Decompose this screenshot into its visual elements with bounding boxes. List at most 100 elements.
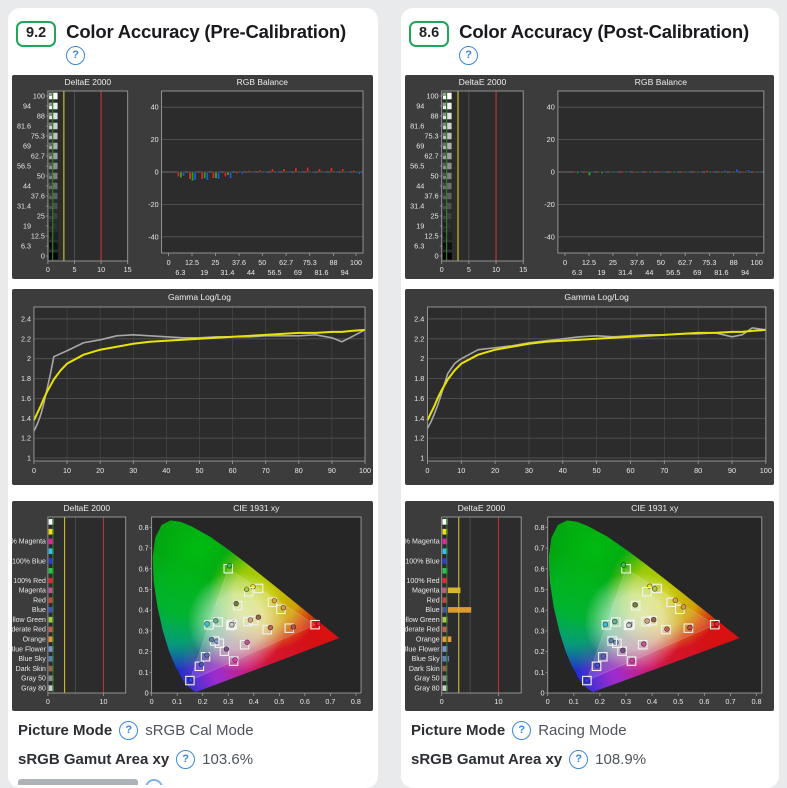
svg-text:Orange: Orange: [23, 637, 46, 644]
svg-text:Moderate Red: Moderate Red: [12, 627, 46, 634]
svg-text:88: 88: [730, 258, 738, 267]
svg-text:2.2: 2.2: [414, 334, 424, 343]
svg-text:DeltaE 2000: DeltaE 2000: [65, 77, 112, 87]
svg-text:1.4: 1.4: [21, 414, 31, 423]
picture-mode-label: Picture Mode: [411, 722, 506, 740]
svg-text:Magenta: Magenta: [19, 588, 46, 595]
svg-text:0.1: 0.1: [172, 697, 182, 706]
svg-text:60: 60: [229, 466, 237, 475]
svg-text:Gray 50: Gray 50: [21, 676, 46, 683]
score-badge: 9.2: [16, 21, 57, 47]
svg-text:100: 100: [350, 258, 362, 267]
picture-mode-value: Racing Mode: [538, 722, 627, 740]
svg-text:37.6: 37.6: [630, 258, 644, 267]
svg-text:19: 19: [23, 222, 31, 231]
svg-text:10: 10: [457, 466, 465, 475]
svg-text:62.7: 62.7: [31, 152, 45, 161]
svg-text:100% Red: 100% Red: [13, 578, 46, 585]
svg-text:62.7: 62.7: [279, 258, 293, 267]
svg-text:5: 5: [72, 265, 76, 274]
help-icon[interactable]: ?: [569, 750, 589, 770]
help-icon[interactable]: ?: [459, 46, 479, 66]
clipped-label: [18, 779, 138, 786]
svg-text:Gray 50: Gray 50: [414, 676, 439, 683]
svg-text:50: 50: [258, 258, 266, 267]
picture-mode-label: Picture Mode: [18, 722, 113, 740]
svg-text:0.6: 0.6: [534, 564, 544, 573]
svg-text:10: 10: [99, 697, 107, 706]
help-icon[interactable]: ?: [512, 721, 532, 741]
svg-text:0: 0: [551, 168, 555, 177]
svg-text:CIE 1931 xy: CIE 1931 xy: [631, 503, 679, 513]
svg-text:37.6: 37.6: [424, 192, 438, 201]
svg-text:0.3: 0.3: [139, 626, 149, 635]
svg-text:1.6: 1.6: [414, 394, 424, 403]
svg-text:0.4: 0.4: [534, 606, 544, 615]
section-title: Color Accuracy (Post-Calibration): [459, 21, 749, 42]
svg-text:62.7: 62.7: [678, 258, 692, 267]
svg-text:30: 30: [525, 466, 533, 475]
svg-text:88: 88: [37, 112, 45, 121]
srgb-gamut-label: sRGB Gamut Area xy: [18, 751, 170, 769]
svg-text:0.1: 0.1: [569, 697, 579, 706]
svg-text:50: 50: [37, 172, 45, 181]
help-icon[interactable]: ?: [66, 46, 86, 66]
svg-text:Blue Flower: Blue Flower: [12, 646, 47, 653]
svg-text:0.4: 0.4: [139, 606, 149, 615]
svg-text:15: 15: [519, 265, 527, 274]
svg-text:0.4: 0.4: [249, 697, 259, 706]
deltae-grayscale-and-rgb-balance-svg: DeltaE 2000100948881.675.36962.756.55044…: [17, 77, 364, 277]
svg-text:-20: -20: [544, 200, 555, 209]
gamma-panel[interactable]: Gamma Log/Log 1 1.2 1.4 1.6 1.8 2 2.2 2.4 0 10 20 30…: [405, 289, 774, 486]
svg-text:19: 19: [416, 222, 424, 231]
svg-text:44: 44: [247, 268, 255, 277]
deltae-rgb-balance-panel[interactable]: DeltaE 2000 100 94 88 81.6 75.3 69 62.7 56.5 50 44…: [405, 75, 774, 280]
svg-text:31.4: 31.4: [410, 202, 424, 211]
svg-text:Red: Red: [427, 598, 440, 605]
svg-text:0.3: 0.3: [534, 627, 544, 636]
picture-mode-row: Picture Mode ? sRGB Cal Mode: [18, 721, 368, 741]
deltae-rgb-balance-panel[interactable]: DeltaE 2000 100 94 88 81.6 75.3 69 62.7 56.5 50 44…: [12, 75, 373, 280]
svg-text:12.5: 12.5: [31, 232, 45, 241]
svg-text:75.3: 75.3: [424, 132, 438, 141]
svg-text:1.6: 1.6: [21, 394, 31, 403]
svg-text:DeltaE 2000: DeltaE 2000: [459, 77, 507, 87]
svg-text:RGB Balance: RGB Balance: [237, 77, 289, 87]
svg-text:Moderate Red: Moderate Red: [405, 627, 440, 634]
gamma-panel[interactable]: Gamma Log/Log 1 1.2 1.4 1.6 1.8 2 2.2 2.4 0 10 20 30…: [12, 289, 373, 486]
svg-text:90: 90: [328, 466, 336, 475]
svg-text:Magenta: Magenta: [412, 588, 440, 595]
svg-text:Blue Sky: Blue Sky: [412, 656, 441, 663]
gamma-chart-svg: Gamma Log/Log 1 1.2 1.4 1.6 1.8 2 2.2 2.4 0 10 20 30…: [414, 292, 772, 475]
help-icon[interactable]: ?: [119, 721, 139, 741]
svg-text:0: 0: [440, 697, 444, 706]
color-deltae-cie-panel[interactable]: DeltaE 2000 100% Magenta 100% Blue 100% Red…: [12, 501, 373, 712]
svg-text:1.2: 1.2: [414, 434, 424, 443]
srgb-gamut-value: 108.9%: [595, 751, 647, 769]
svg-text:Dark Skin: Dark Skin: [16, 666, 46, 673]
score-badge: 8.6: [409, 21, 450, 47]
color-deltae-cie-panel[interactable]: DeltaE 2000 100% Magenta 100% Blue 100% Red…: [405, 501, 774, 712]
color-deltae-and-cie-svg: DeltaE 2000 100% Magenta 100% Blue 100% Red…: [405, 503, 763, 706]
svg-text:75.3: 75.3: [702, 258, 716, 267]
svg-text:2: 2: [27, 354, 31, 363]
svg-text:CIE 1931 xy: CIE 1931 xy: [233, 503, 280, 513]
svg-text:37.6: 37.6: [232, 258, 246, 267]
help-icon[interactable]: ?: [176, 750, 196, 770]
svg-text:10: 10: [63, 466, 71, 475]
svg-text:-40: -40: [544, 232, 555, 241]
deltae-grayscale-and-rgb-balance-svg: DeltaE 2000100948881.675.36962.756.55044…: [410, 77, 765, 277]
svg-text:0.3: 0.3: [621, 697, 631, 706]
section-header: 8.6 Color Accuracy (Post-Calibration) ?: [401, 8, 779, 69]
svg-text:0.1: 0.1: [534, 668, 544, 677]
svg-text:10: 10: [97, 265, 105, 274]
svg-text:Blue Flower: Blue Flower: [405, 646, 440, 653]
svg-text:94: 94: [341, 268, 349, 277]
svg-text:19: 19: [597, 268, 605, 277]
svg-text:Orange: Orange: [416, 637, 440, 644]
svg-text:-20: -20: [148, 200, 158, 209]
svg-text:40: 40: [559, 466, 567, 475]
svg-text:0: 0: [435, 252, 439, 261]
svg-text:Gray 80: Gray 80: [21, 686, 46, 693]
svg-text:0: 0: [46, 697, 50, 706]
